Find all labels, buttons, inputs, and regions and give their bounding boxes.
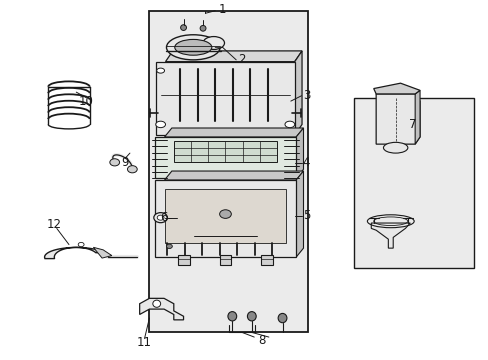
Bar xyxy=(156,62,294,135)
Bar xyxy=(261,255,272,265)
Ellipse shape xyxy=(200,26,205,31)
Ellipse shape xyxy=(154,213,167,223)
Polygon shape xyxy=(414,90,419,144)
Polygon shape xyxy=(370,223,409,248)
Ellipse shape xyxy=(219,210,231,219)
Bar xyxy=(155,137,296,178)
Bar xyxy=(353,98,473,268)
Polygon shape xyxy=(93,247,112,258)
Text: 8: 8 xyxy=(257,334,264,347)
Ellipse shape xyxy=(153,300,160,307)
Ellipse shape xyxy=(78,242,84,247)
Bar xyxy=(178,255,189,265)
Text: 2: 2 xyxy=(238,53,245,66)
Polygon shape xyxy=(164,171,303,180)
Ellipse shape xyxy=(247,312,256,321)
Ellipse shape xyxy=(278,314,286,323)
Ellipse shape xyxy=(110,159,120,166)
Text: 5: 5 xyxy=(302,210,309,222)
Polygon shape xyxy=(44,247,104,258)
Polygon shape xyxy=(140,298,183,320)
Bar xyxy=(164,189,286,243)
Text: 4: 4 xyxy=(302,156,309,169)
Text: 11: 11 xyxy=(137,336,152,348)
Ellipse shape xyxy=(157,215,163,220)
Ellipse shape xyxy=(166,35,220,60)
Ellipse shape xyxy=(203,37,224,49)
Ellipse shape xyxy=(156,121,165,128)
Ellipse shape xyxy=(157,68,164,73)
Text: 9: 9 xyxy=(121,156,128,168)
Text: 7: 7 xyxy=(408,118,416,131)
Ellipse shape xyxy=(285,121,294,128)
Text: 10: 10 xyxy=(79,95,93,108)
Ellipse shape xyxy=(174,40,211,55)
Ellipse shape xyxy=(127,166,137,173)
Text: 1: 1 xyxy=(218,3,226,16)
Ellipse shape xyxy=(166,244,172,248)
Text: 12: 12 xyxy=(47,218,61,231)
Polygon shape xyxy=(296,128,303,178)
Bar xyxy=(219,255,231,265)
Ellipse shape xyxy=(227,312,236,321)
Polygon shape xyxy=(165,51,302,62)
Ellipse shape xyxy=(180,25,186,31)
Bar xyxy=(155,180,296,257)
Bar xyxy=(149,12,307,332)
Ellipse shape xyxy=(383,142,407,153)
Text: 6: 6 xyxy=(160,211,167,224)
Polygon shape xyxy=(375,94,419,144)
Polygon shape xyxy=(296,171,303,257)
Bar xyxy=(174,140,276,162)
Polygon shape xyxy=(294,51,302,135)
Polygon shape xyxy=(373,83,419,94)
Text: 3: 3 xyxy=(302,89,309,102)
Polygon shape xyxy=(164,128,303,137)
